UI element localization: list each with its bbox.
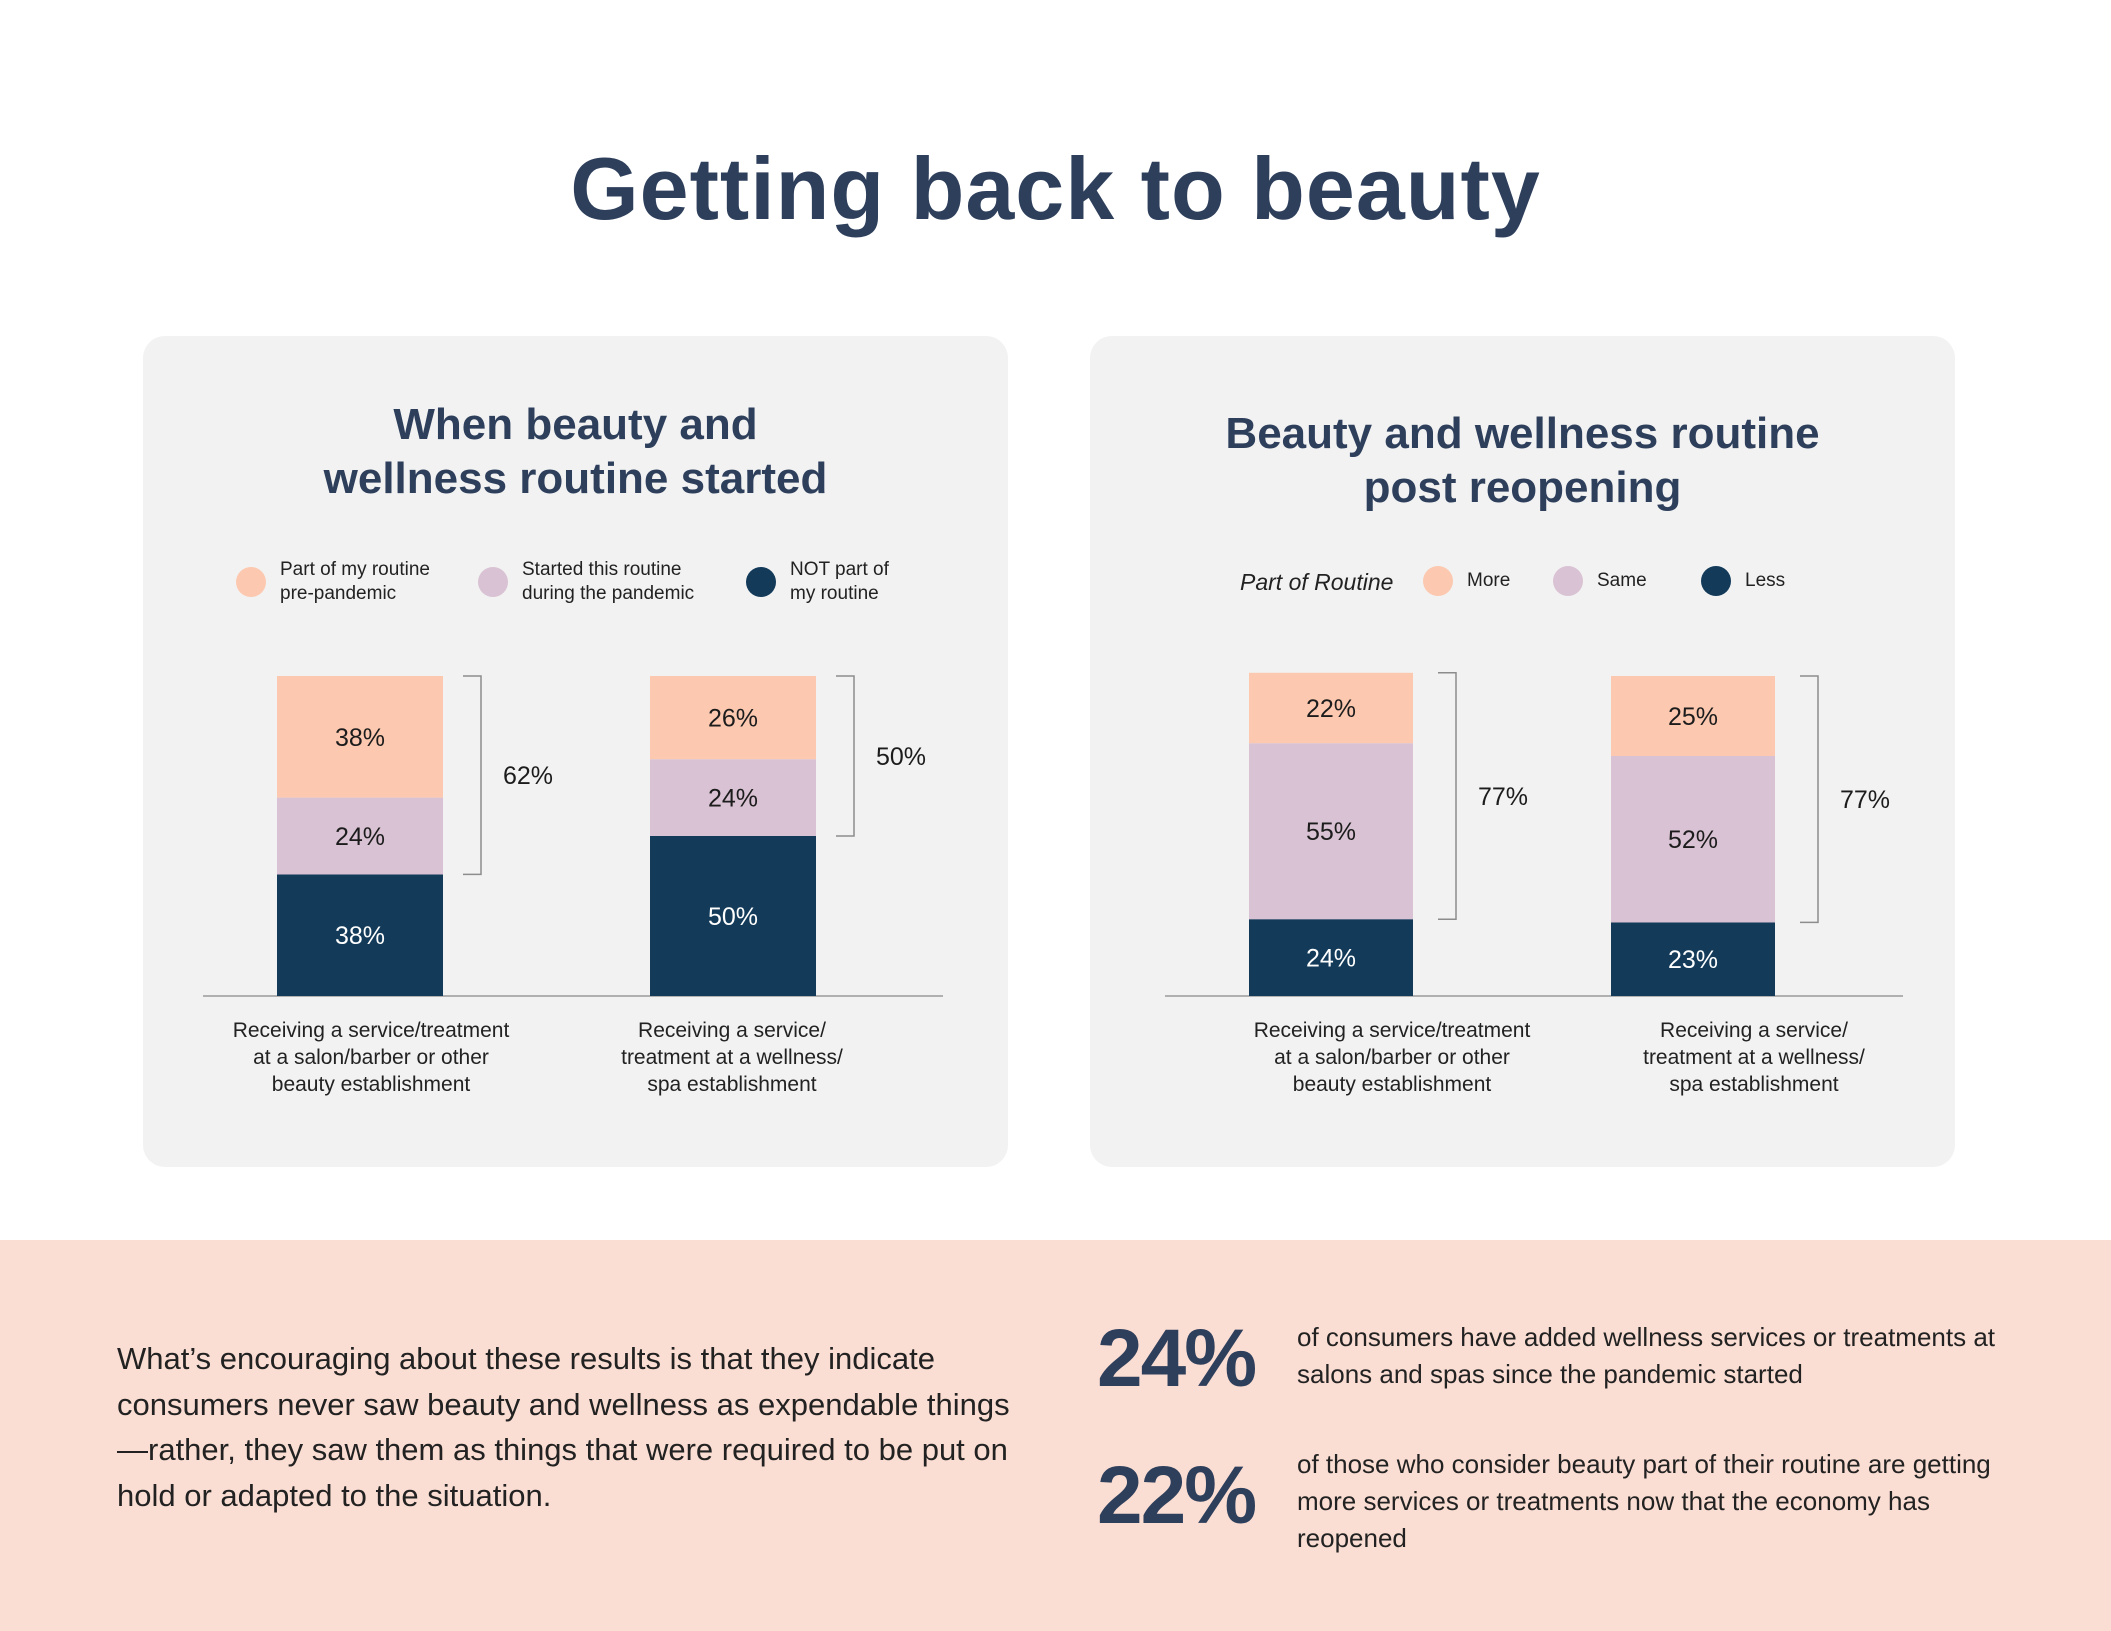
legend-item-less: Less (1701, 566, 1785, 596)
left-bracket-1 (836, 675, 855, 837)
summary-quote: What’s encouraging about these results i… (117, 1341, 1010, 1513)
legend-dot-during-pandemic (478, 567, 508, 597)
left-bar-1-label-1: 24% (708, 785, 758, 813)
left-chart-panel: When beauty and wellness routine started… (143, 336, 1008, 1167)
right-bracket-0 (1438, 672, 1457, 920)
right-bar-1-segment-0 (1611, 922, 1775, 996)
summary-band (0, 1240, 2111, 1631)
right-bar-0-label-0: 24% (1306, 945, 1356, 973)
legend-dot-pre-pandemic (236, 567, 266, 597)
right-bar-0-segment-0 (1249, 919, 1413, 996)
left-bar-0-label-0: 38% (335, 922, 385, 950)
right-bar-0-label-1: 55% (1306, 818, 1356, 846)
legend-dot-not-routine (746, 567, 776, 597)
left-bar-0-segment-2 (277, 676, 443, 798)
legend-label-more: More (1467, 570, 1511, 591)
left-bar-1-label-2: 26% (708, 705, 758, 733)
legend-item-not-routine: NOT part of my routine (746, 558, 889, 606)
legend-label-same: Same (1597, 570, 1647, 591)
left-chart-title-line2: wellness routine started (323, 454, 828, 503)
right-chart-panel: Beauty and wellness routine post reopeni… (1090, 336, 1955, 1167)
page-title: Getting back to beauty (570, 139, 1541, 238)
right-bar-0-label-2: 22% (1306, 695, 1356, 723)
right-chart-title: Beauty and wellness routine post reopeni… (1090, 407, 1955, 515)
left-bar-0-label-1: 24% (335, 823, 385, 851)
stat-text-added-wellness: of consumers have added wellness service… (1297, 1322, 1996, 1389)
legend-label-pre-pandemic: Part of my routine pre-pandemic (280, 559, 430, 604)
left-bar-0-segment-0 (277, 874, 443, 996)
legend-item-same: Same (1553, 566, 1647, 596)
legend-dot-less (1701, 566, 1731, 596)
left-bar-0-segment-1 (277, 797, 443, 875)
right-bar-0-segment-2 (1249, 672, 1413, 744)
left-bracket-total-0: 62% (503, 762, 553, 790)
legend-label-during-pandemic: Started this routine during the pandemic (522, 559, 695, 604)
left-category-label-spa: Receiving a service/ treatment at a well… (621, 1019, 843, 1096)
right-chart-title-line1: Beauty and wellness routine (1225, 409, 1820, 458)
left-bracket-0 (463, 675, 482, 876)
right-bracket-1 (1800, 675, 1819, 924)
legend-item-more: More (1423, 566, 1510, 596)
stat-text-more-services: of those who consider beauty part of the… (1297, 1449, 1991, 1553)
left-chart-title: When beauty and wellness routine started (143, 398, 1008, 506)
left-chart-title-line1: When beauty and (393, 400, 758, 449)
stat-value-added-wellness: 24% (1097, 1313, 1257, 1404)
left-bar-1-segment-1 (650, 759, 816, 836)
right-bar-1-segment-1 (1611, 756, 1775, 923)
left-bar-1-segment-2 (650, 676, 816, 760)
right-chart-title-line2: post reopening (1363, 463, 1682, 512)
legend-item-pre-pandemic: Part of my routine pre-pandemic (236, 558, 430, 606)
right-bar-1-segment-2 (1611, 676, 1775, 756)
left-chart-legend: Part of my routine pre-pandemic Started … (143, 558, 1008, 618)
right-bracket-total-1: 77% (1840, 786, 1890, 814)
right-stacked-bar-chart: 24% 55% 22% 77% 23% 52% 25% 77% (1165, 672, 1903, 997)
legend-label-less: Less (1745, 570, 1786, 591)
left-category-label-salon: Receiving a service/treatment at a salon… (232, 1019, 510, 1096)
left-stacked-bar-chart: 38% 24% 38% 62% 50% 24% 26% 50% (203, 675, 943, 997)
right-bar-1-label-1: 52% (1668, 826, 1718, 854)
left-bar-0-label-2: 38% (335, 724, 385, 752)
right-category-label-salon: Receiving a service/treatment at a salon… (1253, 1019, 1531, 1096)
right-bracket-total-0: 77% (1478, 783, 1528, 811)
left-bar-1-segment-0 (650, 836, 816, 996)
legend-label-not-routine: NOT part of my routine (790, 559, 889, 604)
legend-dot-more (1423, 566, 1453, 596)
right-bar-0-segment-1 (1249, 743, 1413, 920)
legend-dot-same (1553, 566, 1583, 596)
right-bar-1-label-2: 25% (1668, 703, 1718, 731)
stat-value-more-services: 22% (1097, 1450, 1257, 1541)
legend-heading-part-of-routine: Part of Routine (1240, 569, 1394, 595)
left-bar-1-label-0: 50% (708, 903, 758, 931)
legend-item-during-pandemic: Started this routine during the pandemic (478, 558, 694, 606)
left-bracket-total-1: 50% (876, 743, 926, 771)
right-bar-1-label-0: 23% (1668, 946, 1718, 974)
right-chart-legend: Part of Routine More Same Less (1090, 566, 1955, 629)
right-category-label-spa: Receiving a service/ treatment at a well… (1643, 1019, 1865, 1096)
